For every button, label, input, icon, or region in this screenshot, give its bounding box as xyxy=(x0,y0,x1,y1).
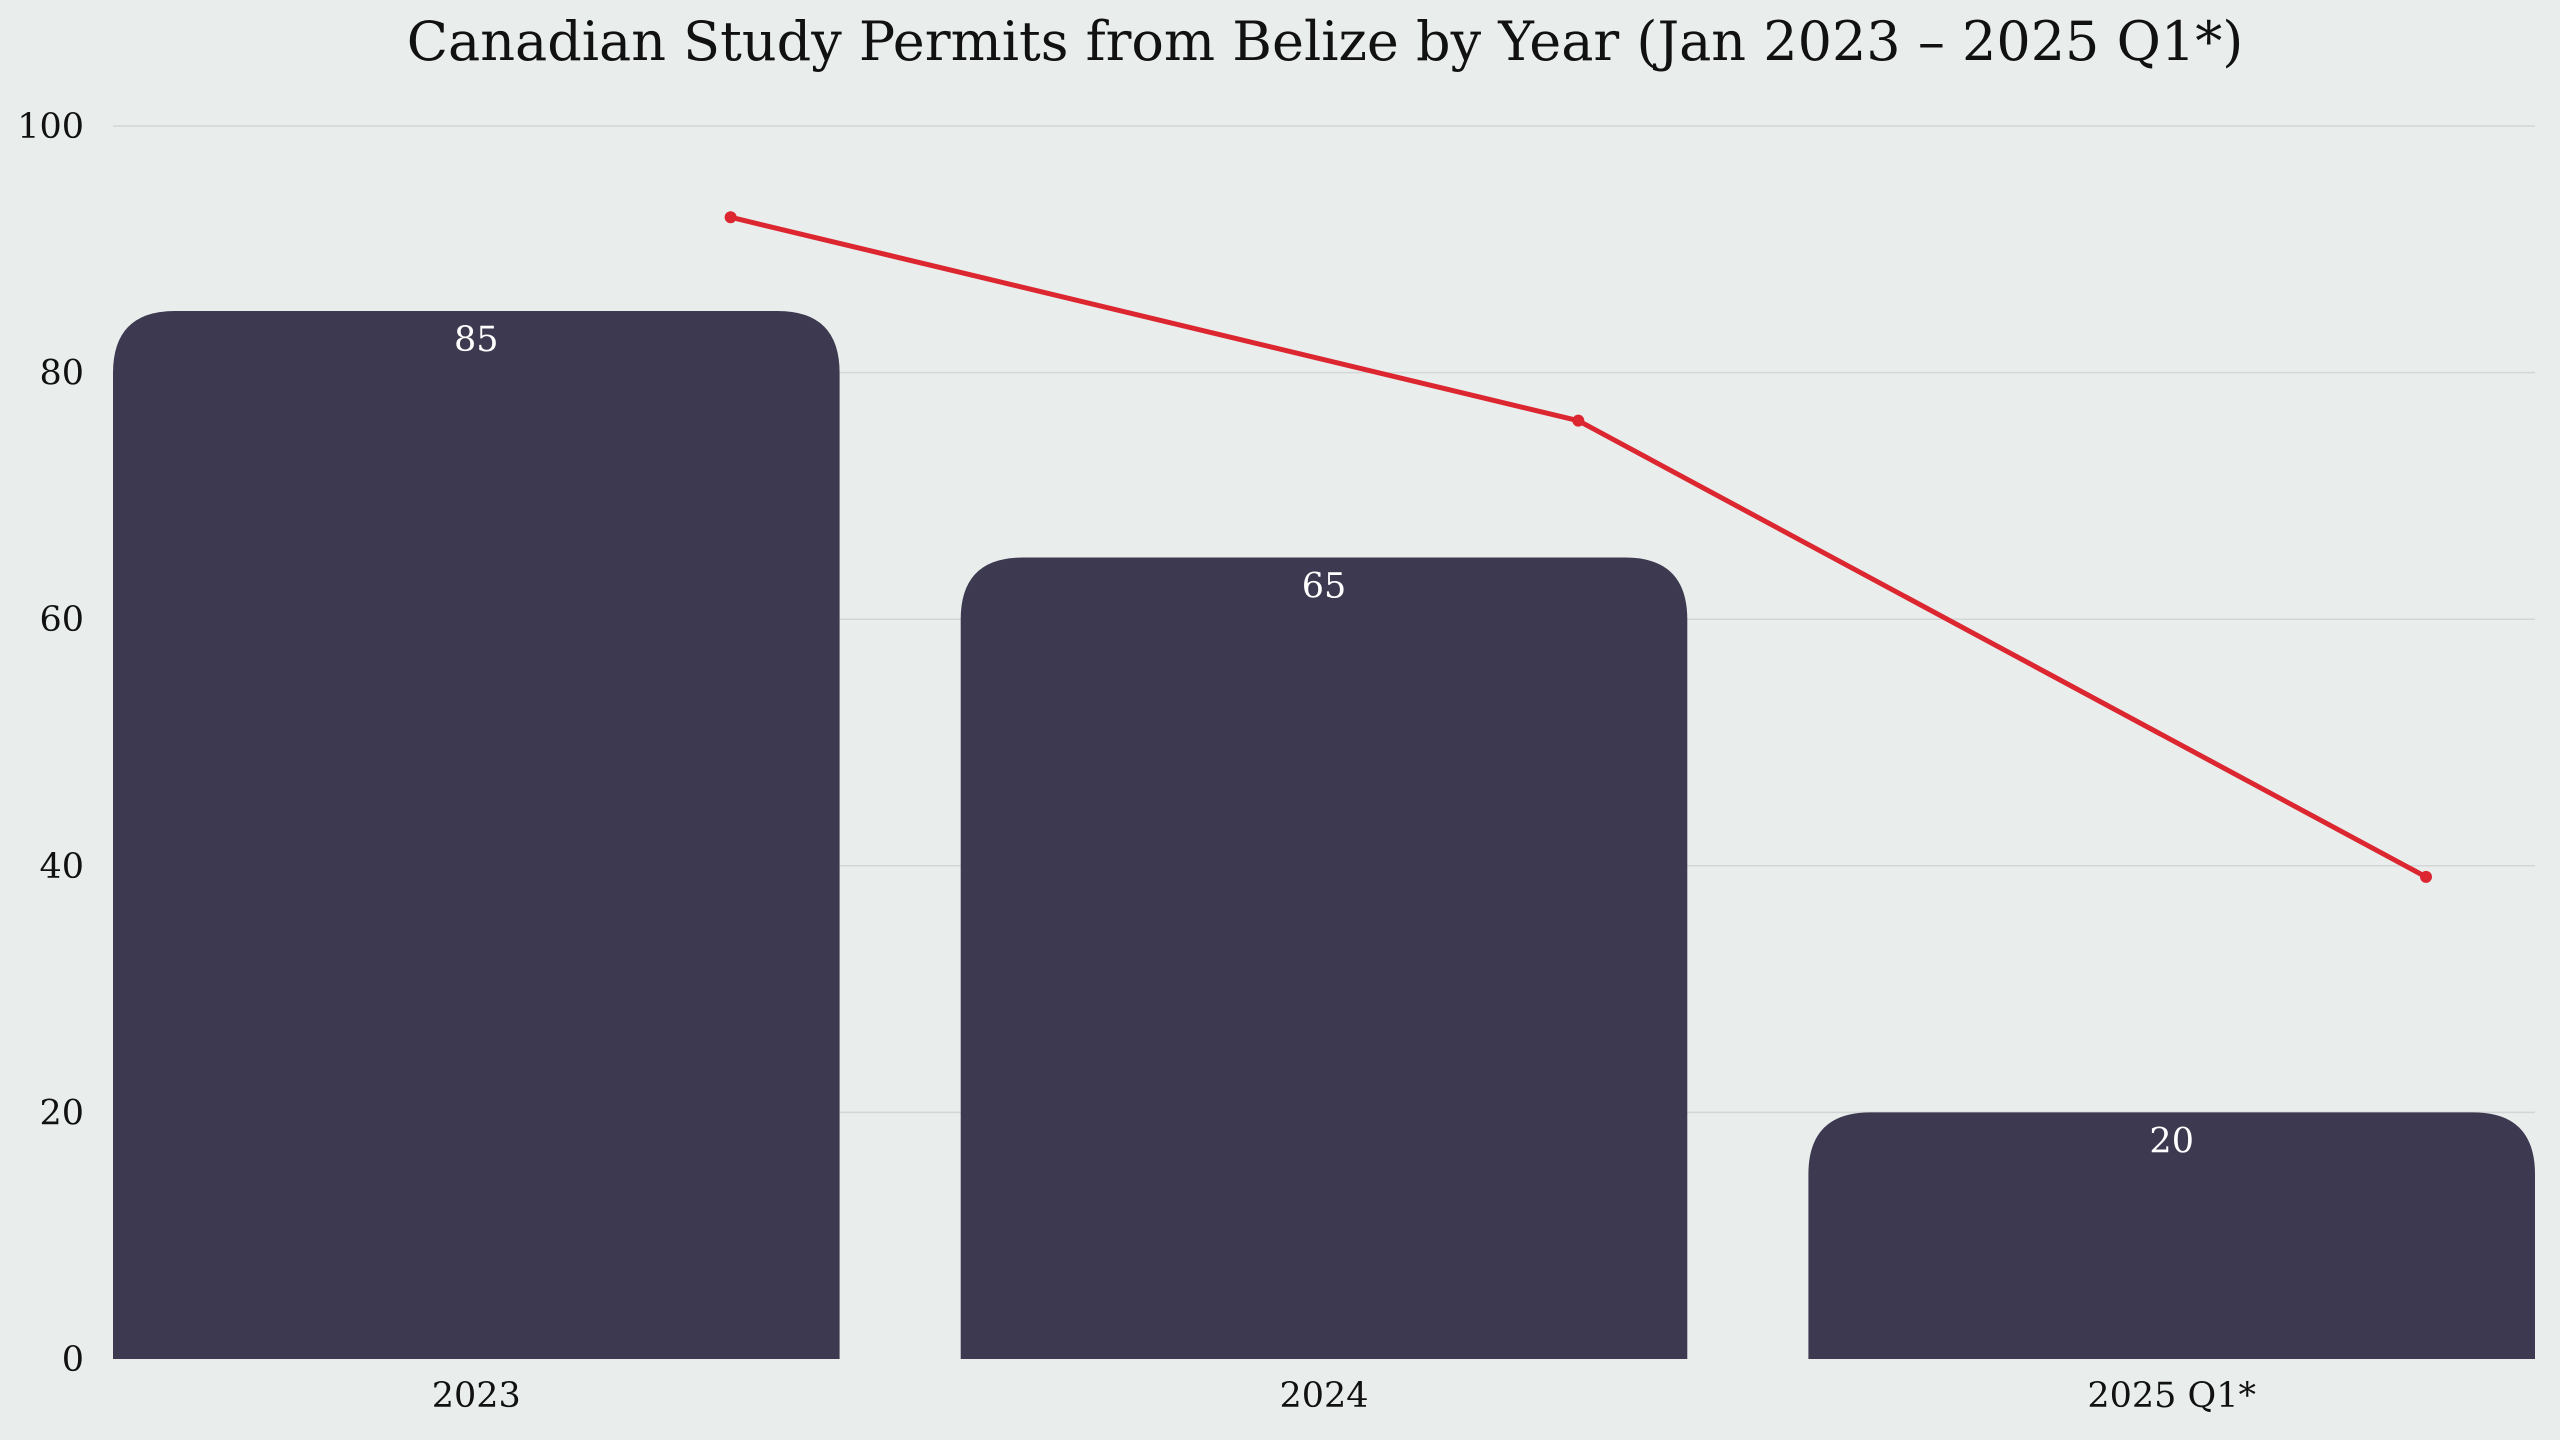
x-axis: 2023 2024 2025 Q1* xyxy=(432,1376,2256,1416)
bar-2023 xyxy=(113,310,840,1360)
trend-line xyxy=(724,211,2433,883)
trend-point xyxy=(2420,870,2433,883)
bar-value-label: 65 xyxy=(1302,567,1347,607)
trend-point xyxy=(1572,414,1585,427)
x-tick-label: 2024 xyxy=(1279,1376,1368,1416)
y-tick-label: 0 xyxy=(62,1340,84,1380)
trend-point xyxy=(724,211,737,224)
y-tick-label: 40 xyxy=(39,847,84,887)
bars xyxy=(113,310,2535,1360)
y-tick-label: 20 xyxy=(39,1093,84,1133)
bar-2025-q1- xyxy=(1808,1112,2535,1359)
y-axis: 0 20 40 60 80 100 xyxy=(17,107,84,1380)
chart-title: Canadian Study Permits from Belize by Ye… xyxy=(407,10,2244,73)
data-labels: 85 65 20 xyxy=(454,320,2194,1161)
bar-value-label: 20 xyxy=(2149,1121,2194,1161)
y-tick-label: 60 xyxy=(39,600,84,640)
x-tick-label: 2025 Q1* xyxy=(2087,1376,2256,1416)
y-tick-label: 80 xyxy=(39,354,84,394)
bar-2024 xyxy=(960,557,1688,1359)
y-tick-label: 100 xyxy=(17,107,84,147)
x-tick-label: 2023 xyxy=(432,1376,521,1416)
bar-value-label: 85 xyxy=(454,320,499,360)
